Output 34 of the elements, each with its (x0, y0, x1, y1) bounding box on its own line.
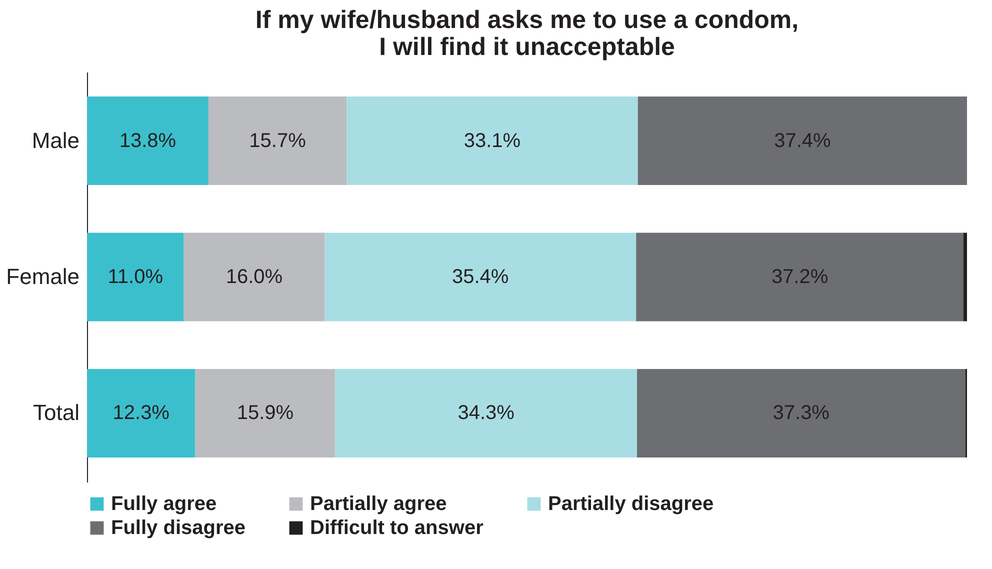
legend-label: Fully agree (111, 493, 217, 515)
legend-label: Difficult to answer (310, 517, 484, 539)
y-tick-label: Male (32, 128, 80, 153)
data-label: 16.0% (226, 266, 283, 288)
bar (638, 96, 967, 186)
bar (637, 368, 966, 458)
chart-title: If my wife/husband asks me to use a condom, I will find it unacceptable (255, 6, 799, 61)
data-label: 37.3% (772, 402, 830, 424)
legend-label: Fully disagree (111, 517, 246, 539)
bar (87, 96, 208, 186)
y-tick-label: Total (33, 400, 80, 426)
bar (335, 368, 637, 458)
y-tick-label: Female (6, 264, 80, 289)
data-label: 15.9% (236, 402, 294, 424)
legend-label: Partially disagree (548, 493, 714, 515)
bar (87, 232, 184, 322)
legend-label: Partially agree (310, 493, 447, 515)
bar (208, 96, 347, 186)
data-label: 33.1% (464, 130, 521, 152)
bar (346, 96, 638, 186)
data-label: 37.4% (774, 130, 832, 152)
bar (195, 368, 336, 458)
data-label: 12.3% (112, 402, 170, 424)
data-label: 13.8% (119, 130, 176, 152)
data-label: 34.3% (458, 402, 515, 424)
bar (963, 232, 967, 322)
data-label: 15.7% (249, 130, 306, 152)
data-label: 11.0% (108, 266, 164, 288)
bar (636, 232, 964, 322)
data-label: 35.4% (452, 266, 509, 288)
data-label: 37.2% (771, 266, 828, 288)
bar (324, 232, 636, 322)
bar (87, 368, 196, 458)
bar (184, 232, 325, 322)
